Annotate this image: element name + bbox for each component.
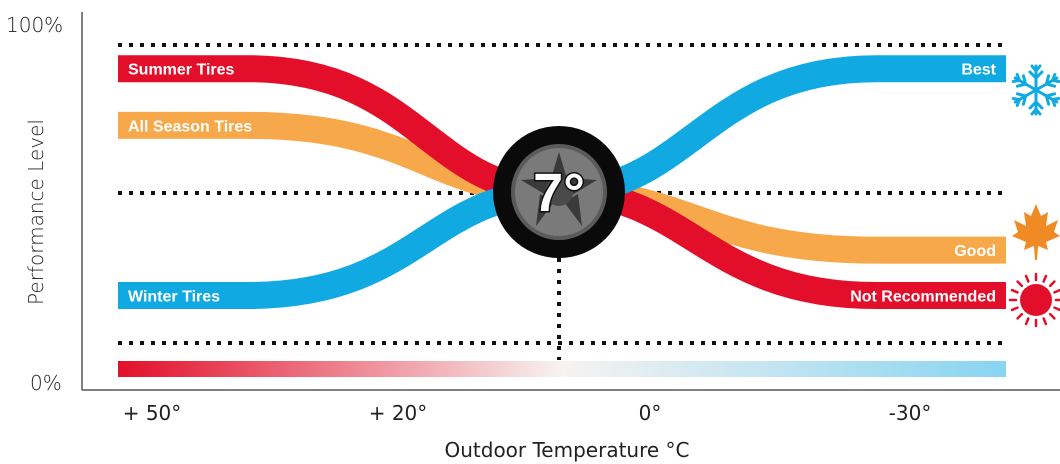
- y-tick-label-100: 100%: [6, 13, 63, 37]
- series-label-all-season-tires: All Season Tires: [128, 118, 252, 135]
- snowflake-icon: [1010, 64, 1060, 116]
- right-label-best: Best: [961, 62, 996, 79]
- x-tick-label-0: 0°: [639, 401, 662, 425]
- series-label-winter-tires: Winter Tires: [128, 289, 220, 306]
- x-tick-label-minus-30: -30°: [889, 401, 932, 425]
- y-tick-label-0: 0%: [30, 371, 62, 395]
- crossover-temperature-label: 7°: [533, 163, 585, 223]
- y-axis-title: Performance Level: [24, 119, 48, 305]
- x-tick-label-20: + 20°: [369, 401, 428, 425]
- temperature-gradient-bar: [118, 361, 1006, 377]
- sun-icon: [1008, 272, 1060, 328]
- series-label-summer-tires: Summer Tires: [128, 62, 235, 79]
- maple-leaf-icon: [1012, 204, 1060, 260]
- x-tick-label-50: + 50°: [123, 401, 182, 425]
- right-label-good: Good: [954, 243, 996, 260]
- x-axis-title: Outdoor Temperature °C: [444, 438, 689, 462]
- crossover-tire-badge: 7°: [493, 126, 625, 258]
- right-label-not-recommended: Not Recommended: [850, 289, 996, 306]
